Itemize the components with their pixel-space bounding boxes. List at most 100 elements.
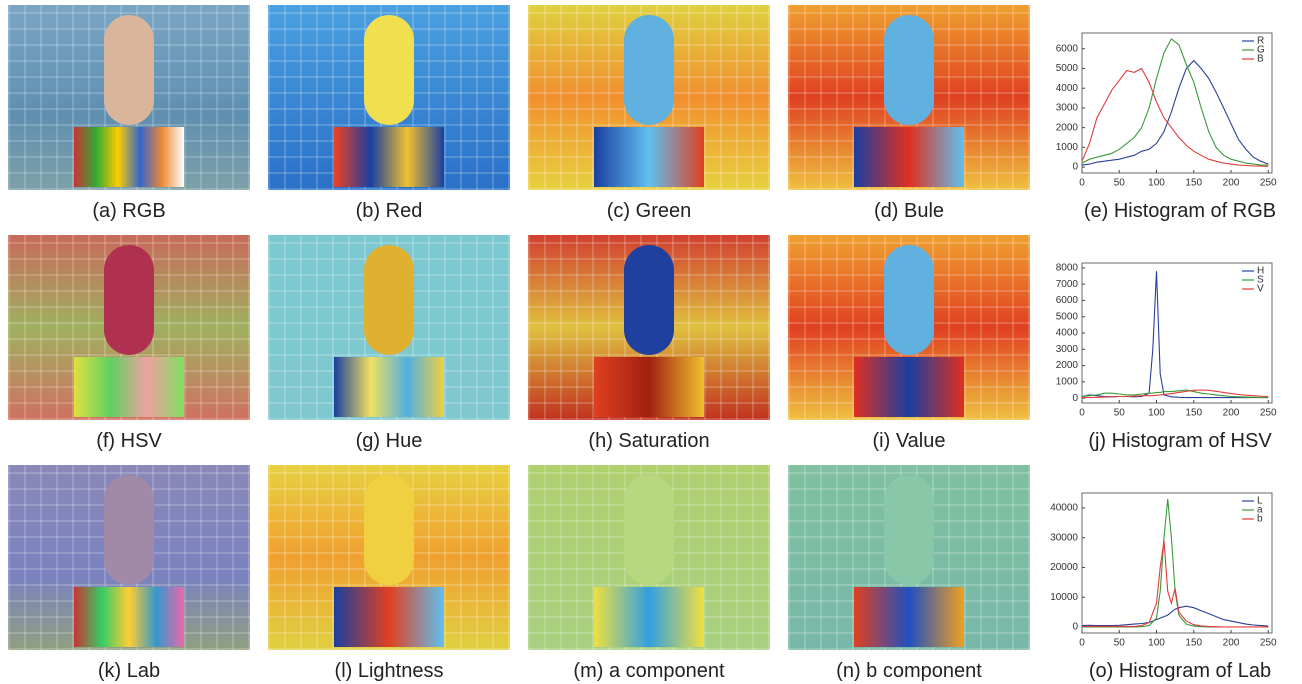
y-tick-label: 8000: [1056, 263, 1079, 274]
board: [594, 587, 704, 647]
series-line: [1082, 606, 1268, 626]
x-tick-label: 150: [1185, 638, 1202, 649]
y-tick-label: 0: [1072, 622, 1078, 633]
y-tick-label: 4000: [1056, 83, 1079, 94]
board: [854, 357, 964, 417]
x-tick-label: 250: [1260, 408, 1277, 419]
board: [594, 127, 704, 187]
x-tick-label: 100: [1148, 638, 1165, 649]
panel-image: [8, 235, 250, 420]
x-tick-label: 150: [1185, 408, 1202, 419]
y-tick-label: 40000: [1050, 503, 1078, 514]
caption: (k) Lab: [0, 660, 259, 683]
figure: (a) RGB(b) Red(c) Green(d) Bule(e) Histo…: [0, 0, 1302, 684]
caption: (b) Red: [259, 200, 519, 223]
series-line: [1082, 69, 1268, 167]
face: [104, 475, 154, 585]
x-tick-label: 50: [1114, 178, 1126, 189]
panel-image: [268, 235, 510, 420]
caption: (a) RGB: [0, 200, 259, 223]
face: [624, 15, 674, 125]
board: [74, 587, 184, 647]
series-line: [1082, 271, 1268, 398]
panel-image: [8, 465, 250, 650]
y-tick-label: 1000: [1056, 376, 1079, 387]
x-tick-label: 200: [1223, 178, 1240, 189]
y-tick-label: 1000: [1056, 142, 1079, 153]
panel-image: [268, 465, 510, 650]
y-tick-label: 30000: [1050, 532, 1078, 543]
y-tick-label: 6000: [1056, 43, 1079, 54]
series-line: [1082, 499, 1268, 627]
face: [884, 245, 934, 355]
panel-image: [8, 5, 250, 190]
legend-label: b: [1257, 514, 1263, 525]
panel-image: [788, 465, 1030, 650]
caption: (h) Saturation: [519, 430, 779, 453]
x-tick-label: 0: [1079, 178, 1085, 189]
panel-image: [528, 465, 770, 650]
y-tick-label: 5000: [1056, 63, 1079, 74]
board: [854, 127, 964, 187]
board: [334, 587, 444, 647]
series-line: [1082, 61, 1268, 166]
x-tick-label: 150: [1185, 178, 1202, 189]
face: [364, 475, 414, 585]
caption: (f) HSV: [0, 430, 259, 453]
x-tick-label: 50: [1114, 408, 1126, 419]
y-tick-label: 5000: [1056, 311, 1079, 322]
board: [74, 127, 184, 187]
face: [624, 475, 674, 585]
plot-frame: [1082, 33, 1272, 173]
board: [334, 357, 444, 417]
x-tick-label: 200: [1223, 638, 1240, 649]
x-tick-label: 0: [1079, 408, 1085, 419]
caption: (c) Green: [519, 200, 779, 223]
x-tick-label: 100: [1148, 408, 1165, 419]
histogram-chart: 0 1000 2000 3000 4000 5000 6000 7000 8000 0 50 100 1…: [1040, 257, 1295, 437]
y-tick-label: 6000: [1056, 295, 1079, 306]
x-tick-label: 250: [1260, 178, 1277, 189]
y-tick-label: 7000: [1056, 279, 1079, 290]
y-tick-label: 2000: [1056, 360, 1079, 371]
panel-image: [788, 235, 1030, 420]
board: [74, 357, 184, 417]
x-tick-label: 0: [1079, 638, 1085, 649]
x-tick-label: 50: [1114, 638, 1126, 649]
histogram-chart: 0 1000 2000 3000 4000 5000 6000 0 50 100 150 200 250…: [1040, 27, 1295, 207]
legend-label: V: [1257, 284, 1264, 295]
panel-image: [528, 235, 770, 420]
face: [364, 245, 414, 355]
series-line: [1082, 39, 1268, 165]
caption: (n) b component: [779, 660, 1039, 683]
y-tick-label: 0: [1072, 162, 1078, 173]
y-tick-label: 10000: [1050, 592, 1078, 603]
y-tick-label: 0: [1072, 393, 1078, 404]
plot-frame: [1082, 263, 1272, 403]
caption: (l) Lightness: [259, 660, 519, 683]
caption: (i) Value: [779, 430, 1039, 453]
face: [364, 15, 414, 125]
y-tick-label: 4000: [1056, 328, 1079, 339]
y-tick-label: 3000: [1056, 103, 1079, 114]
panel-image: [268, 5, 510, 190]
face: [624, 245, 674, 355]
y-tick-label: 2000: [1056, 122, 1079, 133]
x-tick-label: 100: [1148, 178, 1165, 189]
board: [854, 587, 964, 647]
legend-label: B: [1257, 54, 1264, 65]
y-tick-label: 3000: [1056, 344, 1079, 355]
face: [104, 15, 154, 125]
x-tick-label: 200: [1223, 408, 1240, 419]
caption: (m) a component: [519, 660, 779, 683]
face: [884, 475, 934, 585]
face: [884, 15, 934, 125]
caption: (d) Bule: [779, 200, 1039, 223]
plot-frame: [1082, 493, 1272, 633]
y-tick-label: 20000: [1050, 562, 1078, 573]
board: [334, 127, 444, 187]
series-line: [1082, 541, 1268, 627]
x-tick-label: 250: [1260, 638, 1277, 649]
board: [594, 357, 704, 417]
